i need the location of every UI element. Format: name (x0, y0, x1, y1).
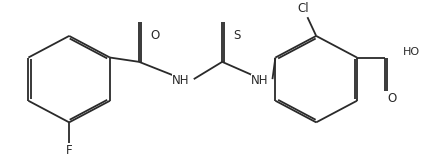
Text: O: O (150, 29, 159, 43)
Text: NH: NH (172, 74, 189, 87)
Text: Cl: Cl (297, 2, 309, 15)
Text: O: O (387, 92, 396, 105)
Text: HO: HO (403, 47, 420, 57)
Text: S: S (233, 29, 241, 43)
Text: NH: NH (251, 74, 268, 87)
Text: F: F (66, 144, 73, 157)
